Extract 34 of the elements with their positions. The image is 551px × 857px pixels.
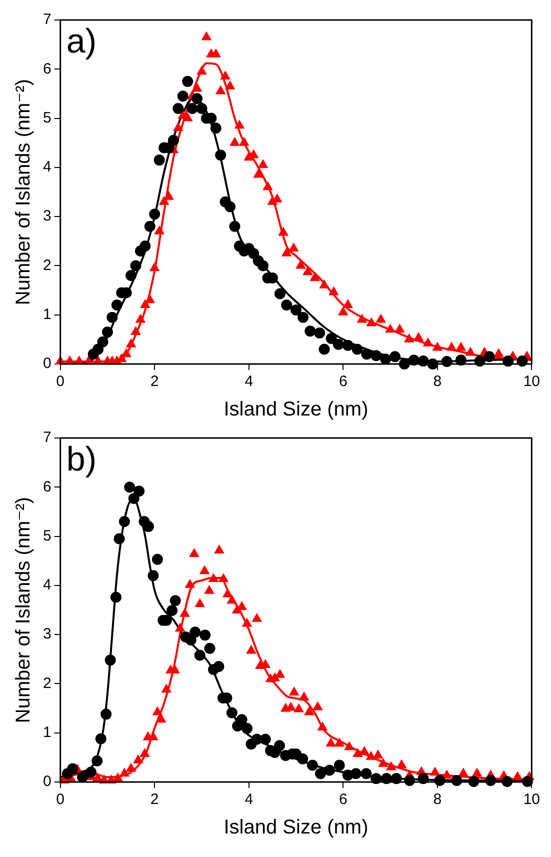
y-tick-label: 3 xyxy=(43,626,52,643)
y-axis-title: Number of Islands (nm⁻²) xyxy=(12,78,35,306)
x-axis-title: Island Size (nm) xyxy=(224,398,368,421)
y-tick-label: 3 xyxy=(43,208,52,225)
y-tick-label: 6 xyxy=(43,60,52,78)
annotation: a) xyxy=(66,22,97,60)
y-tick-label: 0 xyxy=(43,355,52,372)
x-tick-label: 4 xyxy=(244,373,254,390)
x-tick-label: 4 xyxy=(244,791,254,808)
y-tick-label: 4 xyxy=(43,576,52,594)
x-tick-label: 10 xyxy=(523,373,540,390)
x-axis-title: Island Size (nm) xyxy=(224,816,368,839)
y-tick-label: 4 xyxy=(43,158,52,176)
y-tick-label: 5 xyxy=(43,109,52,126)
x-tick-label: 6 xyxy=(338,791,348,808)
y-tick-label: 2 xyxy=(43,674,52,692)
x-tick-label: 8 xyxy=(433,373,442,390)
y-tick-label: 1 xyxy=(43,724,52,741)
x-tick-label: 8 xyxy=(433,791,442,808)
y-tick-label: 5 xyxy=(43,527,52,544)
y-tick-label: 7 xyxy=(43,429,52,446)
y-tick-label: 6 xyxy=(43,478,52,496)
y-tick-label: 2 xyxy=(43,256,52,274)
x-tick-label: 0 xyxy=(56,373,65,390)
y-axis-title: Number of Islands (nm⁻²) xyxy=(12,496,35,724)
x-tick-label: 10 xyxy=(523,791,540,808)
x-tick-label: 2 xyxy=(150,791,159,808)
x-tick-label: 2 xyxy=(150,373,159,390)
y-tick-label: 0 xyxy=(43,773,52,790)
y-tick-label: 1 xyxy=(43,306,52,323)
y-tick-label: 7 xyxy=(43,11,52,28)
annotation: b) xyxy=(66,440,97,478)
x-tick-label: 6 xyxy=(338,373,348,390)
x-tick-label: 0 xyxy=(56,791,65,808)
